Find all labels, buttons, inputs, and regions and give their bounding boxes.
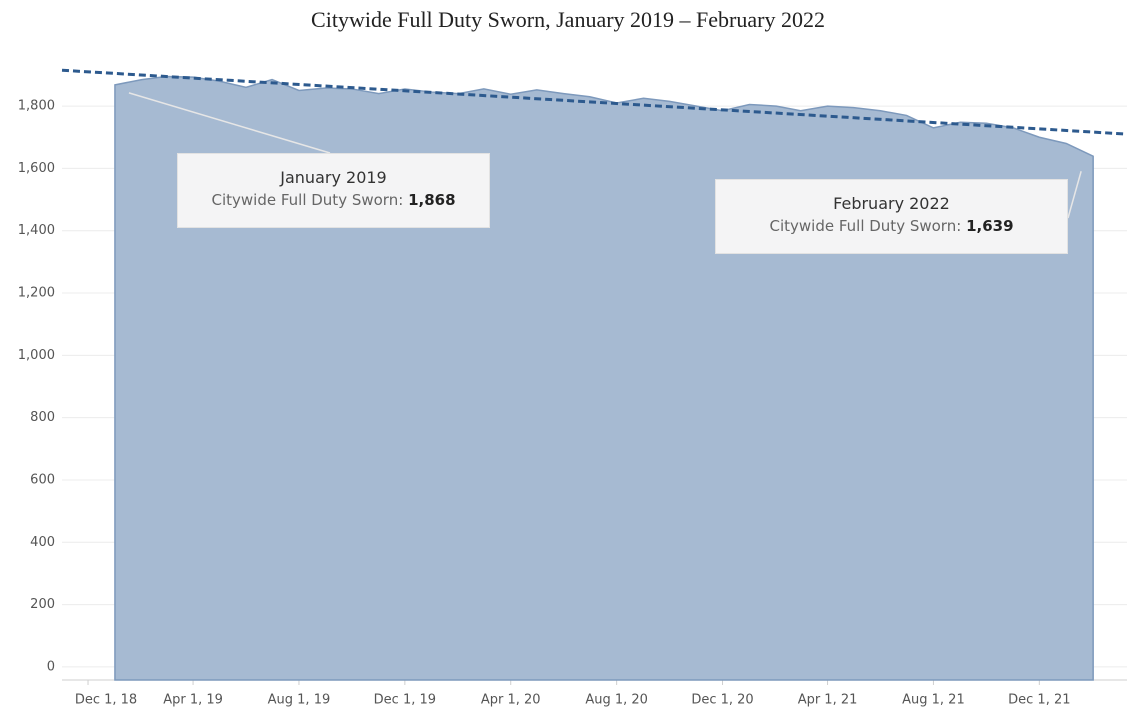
x-tick-label: Aug 1, 20 (585, 693, 648, 708)
y-tick-label: 600 (30, 472, 55, 487)
y-tick-label: 1,200 (18, 286, 55, 301)
y-tick-label: 1,400 (18, 223, 55, 238)
annotation-connector (128, 92, 331, 154)
y-tick-label: 800 (30, 410, 55, 425)
chart-title: Citywide Full Duty Sworn, January 2019 –… (311, 7, 825, 32)
x-tick-label: Dec 1, 19 (374, 693, 436, 708)
data-label: 1,868 (408, 191, 456, 209)
annotation-connector (1067, 171, 1082, 219)
y-tick-label: 1,600 (18, 161, 55, 176)
annotation-box: February 2022 Citywide Full Duty Sworn: … (715, 179, 1068, 254)
x-tick-label: Apr 1, 21 (798, 693, 858, 708)
annotation-box: January 2019 Citywide Full Duty Sworn: 1… (177, 153, 490, 228)
x-tick-label: Dec 1, 21 (1008, 693, 1070, 708)
annotation-title: February 2022 (833, 194, 950, 213)
x-tick-label: Dec 1, 20 (691, 693, 753, 708)
x-tick-label: Apr 1, 19 (163, 693, 223, 708)
y-tick-label: 200 (30, 597, 55, 612)
annotation-text: Citywide Full Duty Sworn: (211, 191, 404, 209)
x-tick-label: Apr 1, 20 (481, 693, 541, 708)
x-tick-label: Dec 1, 18 (75, 693, 137, 708)
annotation-text: Citywide Full Duty Sworn: (769, 217, 962, 235)
x-tick-label: Aug 1, 19 (268, 693, 331, 708)
y-tick-label: 0 (47, 659, 55, 674)
x-tick-label: Aug 1, 21 (902, 693, 965, 708)
y-tick-label: 1,800 (18, 99, 55, 114)
trend-line (61, 68, 1127, 136)
y-tick-label: 400 (30, 535, 55, 550)
data-label: 1,639 (966, 217, 1014, 235)
annotation-title: January 2019 (280, 168, 387, 187)
y-tick-label: 1,000 (18, 348, 55, 363)
